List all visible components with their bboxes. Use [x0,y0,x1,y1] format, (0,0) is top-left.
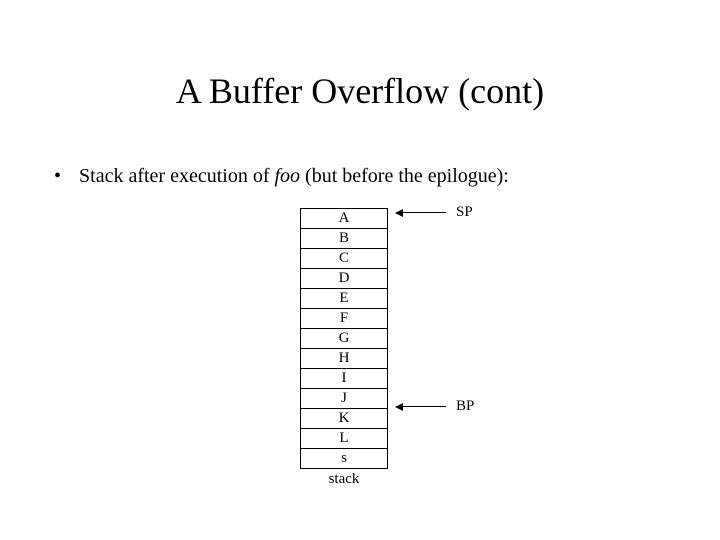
stack-row: D [301,269,388,289]
stack-cell: K [301,409,388,429]
slide: A Buffer Overflow (cont) • Stack after e… [0,0,720,540]
stack-caption: stack [300,471,388,488]
stack-diagram: ABCDEFGHIJKLs stack [300,208,388,488]
stack-cell: F [301,309,388,329]
stack-row: A [301,209,388,229]
sp-pointer: SP [396,204,473,221]
stack-row: F [301,309,388,329]
sp-label: SP [456,204,473,221]
stack-cell: A [301,209,388,229]
stack-row: G [301,329,388,349]
bullet-suffix: (but before the epilogue): [300,165,509,187]
stack-cell: D [301,269,388,289]
stack-cell: L [301,429,388,449]
stack-cell: s [301,449,388,469]
stack-row: C [301,249,388,269]
bp-pointer: BP [396,398,474,415]
stack-row: I [301,369,388,389]
stack-cell: B [301,229,388,249]
stack-row: H [301,349,388,369]
stack-row: K [301,409,388,429]
bullet-text: Stack after execution of foo (but before… [79,165,509,188]
stack-cell: I [301,369,388,389]
bp-label: BP [456,398,474,415]
stack-table: ABCDEFGHIJKLs [300,208,388,469]
bullet-marker: • [54,165,61,188]
stack-cell: J [301,389,388,409]
stack-cell: G [301,329,388,349]
stack-cell: C [301,249,388,269]
arrow-icon [396,212,446,213]
stack-cell: H [301,349,388,369]
bullet-italic: foo [274,165,300,187]
arrow-icon [396,406,446,407]
stack-row: L [301,429,388,449]
stack-row: s [301,449,388,469]
stack-row: J [301,389,388,409]
slide-title: A Buffer Overflow (cont) [0,70,720,112]
bullet-item: • Stack after execution of foo (but befo… [54,165,509,188]
stack-row: E [301,289,388,309]
stack-row: B [301,229,388,249]
stack-cell: E [301,289,388,309]
bullet-prefix: Stack after execution of [79,165,274,187]
